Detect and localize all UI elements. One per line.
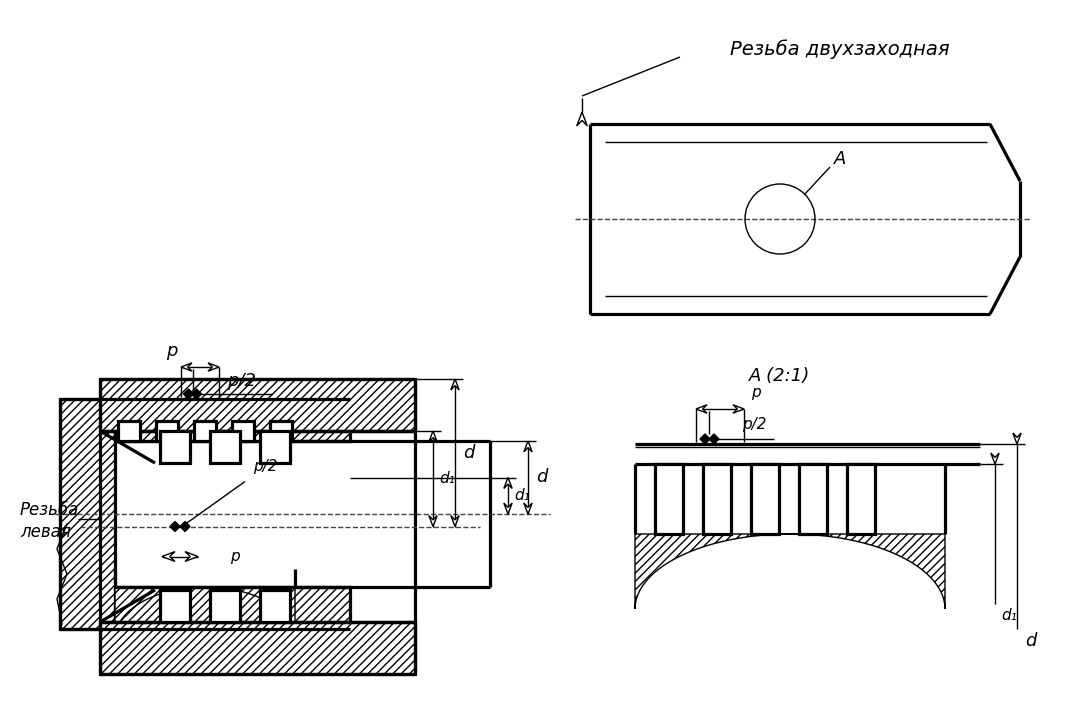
- Polygon shape: [451, 515, 459, 527]
- Polygon shape: [183, 389, 193, 399]
- Polygon shape: [186, 552, 197, 562]
- Bar: [115, 587, 350, 629]
- Bar: [100, 622, 414, 674]
- Bar: [194, 421, 216, 441]
- Bar: [703, 464, 731, 534]
- Polygon shape: [162, 552, 175, 562]
- Text: Резьба: Резьба: [20, 501, 79, 519]
- Bar: [799, 464, 827, 534]
- Polygon shape: [191, 389, 202, 399]
- Text: левая: левая: [20, 523, 71, 541]
- Polygon shape: [577, 112, 587, 126]
- Bar: [260, 431, 290, 463]
- Polygon shape: [524, 503, 532, 514]
- Polygon shape: [503, 503, 512, 514]
- Bar: [118, 421, 140, 441]
- Bar: [232, 421, 254, 441]
- Polygon shape: [709, 434, 719, 444]
- Text: А: А: [833, 150, 846, 168]
- Text: d₁: d₁: [1001, 608, 1017, 623]
- Polygon shape: [180, 522, 190, 532]
- Polygon shape: [733, 405, 744, 413]
- Polygon shape: [1012, 433, 1021, 444]
- Text: d: d: [536, 469, 548, 486]
- Bar: [210, 590, 240, 622]
- Polygon shape: [181, 363, 192, 372]
- Bar: [751, 464, 779, 534]
- Bar: [260, 590, 290, 622]
- Polygon shape: [991, 453, 999, 464]
- Polygon shape: [451, 379, 459, 390]
- Polygon shape: [170, 522, 180, 532]
- Text: d₁: d₁: [514, 489, 529, 503]
- Bar: [159, 431, 190, 463]
- Bar: [270, 421, 292, 441]
- Polygon shape: [635, 534, 945, 609]
- Text: p: p: [751, 386, 761, 401]
- Text: d₁: d₁: [439, 471, 455, 486]
- Text: p/2: p/2: [227, 372, 256, 390]
- Polygon shape: [524, 441, 532, 452]
- Polygon shape: [429, 431, 437, 442]
- Bar: [159, 590, 190, 622]
- Text: d: d: [1025, 632, 1036, 650]
- Bar: [847, 464, 875, 534]
- Polygon shape: [208, 363, 219, 372]
- Text: p/2: p/2: [742, 416, 766, 432]
- Bar: [655, 464, 682, 534]
- Text: p: p: [166, 342, 178, 360]
- Text: Резьба двухзаходная: Резьба двухзаходная: [730, 39, 949, 59]
- Text: d: d: [463, 444, 475, 462]
- Bar: [156, 421, 178, 441]
- Bar: [210, 431, 240, 463]
- Text: А (2:1): А (2:1): [750, 367, 810, 385]
- Polygon shape: [700, 434, 710, 444]
- Text: p: p: [230, 549, 240, 564]
- Bar: [60, 399, 115, 629]
- Text: p/2: p/2: [253, 459, 278, 474]
- Polygon shape: [503, 477, 512, 489]
- Polygon shape: [115, 587, 295, 639]
- Polygon shape: [695, 405, 707, 413]
- Bar: [100, 379, 414, 431]
- Polygon shape: [429, 515, 437, 527]
- Bar: [115, 399, 350, 441]
